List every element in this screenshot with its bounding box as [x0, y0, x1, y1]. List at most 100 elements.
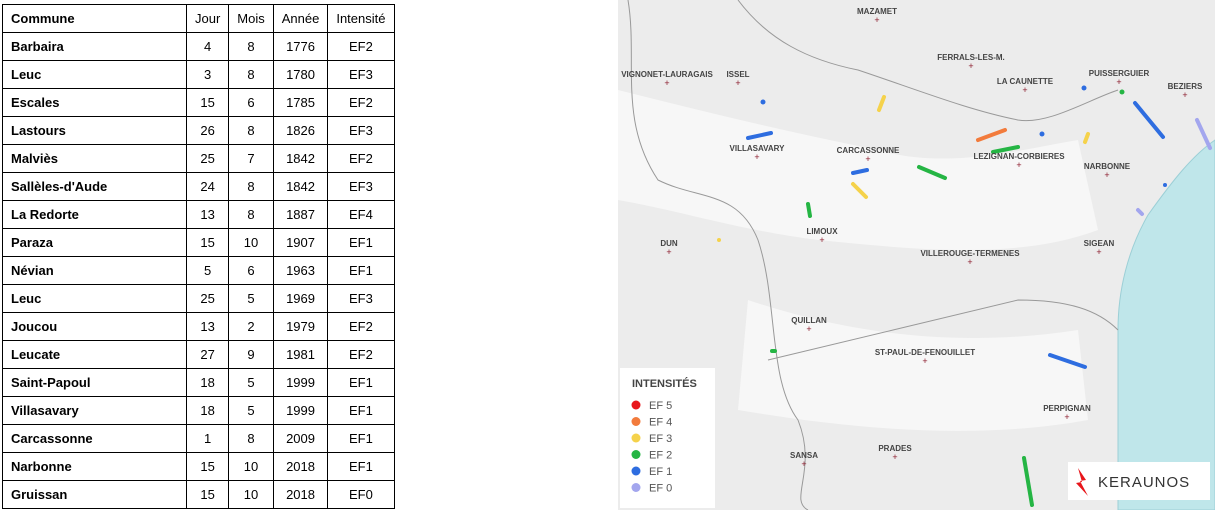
table-cell: Leuc — [2, 284, 187, 313]
table-cell: 18 — [185, 396, 230, 425]
place-marker: + — [801, 459, 806, 469]
header-cell: Mois — [228, 4, 274, 33]
place-label: PRADES — [878, 444, 912, 453]
table-cell: Saint-Papoul — [2, 368, 187, 397]
table-cell: 18 — [185, 368, 230, 397]
table-cell: 1776 — [272, 32, 329, 61]
places: MAZAMET+FERRALS-LES-M.+VIGNONET-LAURAGAI… — [621, 7, 1203, 469]
place-label: SIGEAN — [1084, 239, 1115, 248]
table-row: Lastours 26 8 1826 EF3 — [2, 116, 395, 145]
legend-label: EF 5 — [649, 400, 672, 412]
sea — [1117, 139, 1215, 510]
table-cell: 13 — [185, 200, 230, 229]
place-marker: + — [874, 15, 879, 25]
table-cell: 8 — [228, 424, 274, 453]
place-marker: + — [968, 61, 973, 71]
place-marker: + — [1116, 77, 1121, 87]
table-cell: 13 — [185, 312, 230, 341]
table-cell: EF1 — [327, 256, 395, 285]
table-cell: 27 — [185, 340, 230, 369]
table-cell: 9 — [228, 340, 274, 369]
table-cell: 24 — [185, 172, 230, 201]
table-cell: 2018 — [272, 452, 329, 481]
place-marker: + — [1064, 412, 1069, 422]
table-cell: EF2 — [327, 88, 395, 117]
table-cell: 2018 — [272, 480, 329, 509]
table-cell: 26 — [185, 116, 230, 145]
table-cell: Narbonne — [2, 452, 187, 481]
table-cell: Paraza — [2, 228, 187, 257]
place-label: LIMOUX — [806, 227, 838, 236]
legend-swatch — [631, 466, 641, 476]
legend-label: EF 1 — [649, 466, 672, 478]
place-label: BEZIERS — [1168, 82, 1203, 91]
legend-swatch — [631, 450, 641, 459]
table-cell: 1826 — [272, 116, 329, 145]
table-cell: 1842 — [272, 172, 329, 201]
table-cell: 1887 — [272, 200, 329, 229]
table-cell: 1842 — [272, 144, 329, 173]
table-cell: 8 — [228, 116, 274, 145]
place-marker: + — [1182, 90, 1187, 100]
table-cell: EF2 — [327, 32, 395, 61]
table-cell: 1999 — [272, 368, 329, 397]
logo: KERAUNOS — [1098, 474, 1190, 491]
table-cell: 10 — [228, 452, 274, 481]
place-label: FERRALS-LES-M. — [937, 53, 1005, 62]
table-cell: EF0 — [327, 480, 395, 509]
table-cell: 8 — [228, 32, 274, 61]
legend-label: EF 0 — [649, 483, 672, 495]
table-cell: EF1 — [327, 424, 395, 453]
place-label: LA CAUNETTE — [997, 77, 1054, 86]
place-marker: + — [865, 154, 870, 164]
table-cell: 1 — [185, 424, 230, 453]
place-marker: + — [892, 452, 897, 462]
table-cell: 1969 — [272, 284, 329, 313]
boundaries — [627, 0, 1119, 510]
table-cell: Joucou — [2, 312, 187, 341]
header-row: Commune Jour Mois Année Intensité — [2, 4, 395, 33]
table-cell: Névian — [2, 256, 187, 285]
legend-title: INTENSITÉS — [632, 377, 697, 390]
place-marker: + — [819, 235, 824, 245]
place-marker: + — [1022, 85, 1027, 95]
table-row: Névian 5 6 1963 EF1 — [2, 256, 395, 285]
header-cell: Intensité — [327, 4, 395, 33]
table-cell: Barbaira — [2, 32, 187, 61]
place-marker: + — [1104, 170, 1109, 180]
table-cell: Leucate — [2, 340, 187, 369]
table-cell: 8 — [228, 172, 274, 201]
place-label: MAZAMET — [857, 7, 897, 16]
table-row: Villasavary 18 5 1999 EF1 — [2, 396, 395, 425]
place-marker: + — [1096, 247, 1101, 257]
place-label: CARCASSONNE — [837, 146, 900, 155]
legend-label: EF 2 — [649, 450, 672, 462]
place-marker: + — [806, 324, 811, 334]
place-label: LEZIGNAN-CORBIERES — [973, 152, 1065, 161]
table-cell: Gruissan — [2, 480, 187, 509]
place-label: PERPIGNAN — [1043, 404, 1091, 413]
place-marker: + — [666, 247, 671, 257]
table-row: Joucou 13 2 1979 EF2 — [2, 312, 395, 341]
place-marker: + — [664, 78, 669, 88]
table-row: Barbaira 4 8 1776 EF2 — [2, 32, 395, 61]
table-cell: 1963 — [272, 256, 329, 285]
table-cell: EF1 — [327, 368, 395, 397]
table-cell: EF1 — [327, 396, 395, 425]
place-label: ST-PAUL-DE-FENOUILLET — [875, 348, 975, 357]
table-row: Narbonne 15 10 2018 EF1 — [2, 452, 395, 481]
table-row: Leuc 25 5 1969 EF3 — [2, 284, 395, 313]
table-cell: 1999 — [272, 396, 329, 425]
table-cell: 5 — [228, 368, 274, 397]
table-cell: 8 — [228, 200, 274, 229]
table-cell: 4 — [185, 32, 230, 61]
table-cell: 8 — [228, 60, 274, 89]
table-cell: EF3 — [327, 116, 395, 145]
place-label: NARBONNE — [1084, 162, 1131, 171]
table-head: Commune Jour Mois Année Intensité — [2, 4, 395, 33]
table-cell: EF1 — [327, 452, 395, 481]
table-cell: Escales — [2, 88, 187, 117]
place-marker: + — [922, 356, 927, 366]
table-cell: 10 — [228, 480, 274, 509]
